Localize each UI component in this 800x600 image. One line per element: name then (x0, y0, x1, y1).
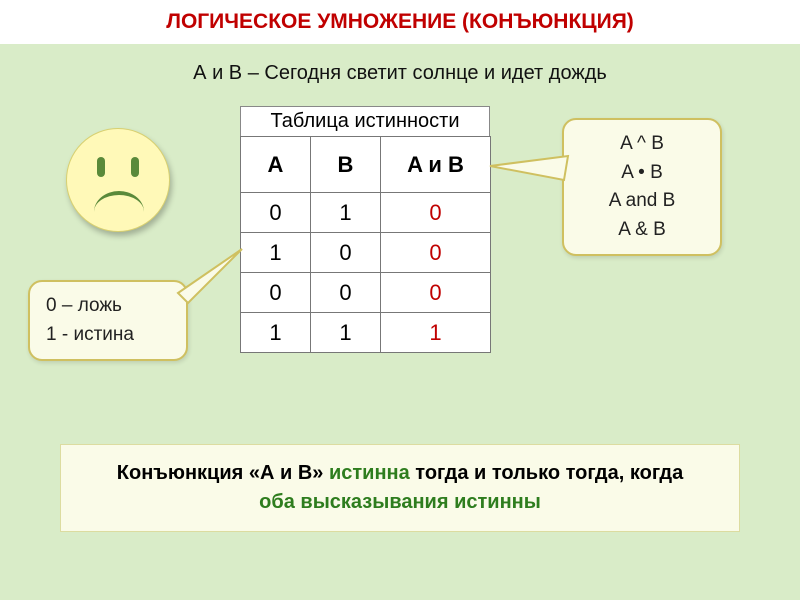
col-header-result: A и B (381, 137, 491, 193)
notation-line: A and B (578, 187, 706, 216)
slide-body: А и В – Сегодня светит солнце и идет дож… (0, 44, 800, 600)
cell-result: 0 (381, 233, 491, 273)
conclusion-keyword-both: оба высказывания истинны (259, 491, 541, 513)
legend-callout: 0 – ложь 1 - истина (28, 280, 188, 361)
table-header-row: A B A и B (241, 137, 491, 193)
notation-line: A ^ B (578, 130, 706, 159)
notation-line: A & B (578, 216, 706, 245)
col-header-b: B (311, 137, 381, 193)
page-title: ЛОГИЧЕСКОЕ УМНОЖЕНИЕ (КОНЪЮНКЦИЯ) (0, 0, 800, 40)
legend-line-true: 1 - истина (46, 321, 170, 350)
conclusion-text: тогда и только тогда, когда (410, 462, 683, 484)
legend-pointer-icon (178, 249, 258, 309)
notation-callout: A ^ B A • B A and B A & B (562, 118, 722, 256)
conclusion-text: Конъюнкция «А и В» (117, 462, 329, 484)
table-row: 1 0 0 (241, 233, 491, 273)
col-header-a: A (241, 137, 311, 193)
cell-result: 0 (381, 193, 491, 233)
cell-result: 0 (381, 273, 491, 313)
conclusion-keyword-true: истинна (329, 462, 410, 484)
notation-pointer-icon (490, 156, 572, 206)
truth-table-caption: Таблица истинности (240, 106, 490, 137)
table-row: 1 1 1 (241, 313, 491, 353)
cell-a: 0 (241, 193, 311, 233)
cell-b: 0 (311, 233, 381, 273)
truth-table: A B A и B 0 1 0 1 0 0 0 0 0 1 1 1 (240, 136, 491, 353)
example-sentence: А и В – Сегодня светит солнце и идет дож… (0, 62, 800, 85)
notation-line: A • B (578, 159, 706, 188)
cell-b: 1 (311, 313, 381, 353)
sad-face-icon (66, 128, 170, 232)
table-row: 0 1 0 (241, 193, 491, 233)
legend-line-false: 0 – ложь (46, 292, 170, 321)
cell-b: 0 (311, 273, 381, 313)
table-row: 0 0 0 (241, 273, 491, 313)
cell-a: 1 (241, 313, 311, 353)
cell-result: 1 (381, 313, 491, 353)
conclusion-box: Конъюнкция «А и В» истинна тогда и тольк… (60, 444, 740, 532)
cell-b: 1 (311, 193, 381, 233)
